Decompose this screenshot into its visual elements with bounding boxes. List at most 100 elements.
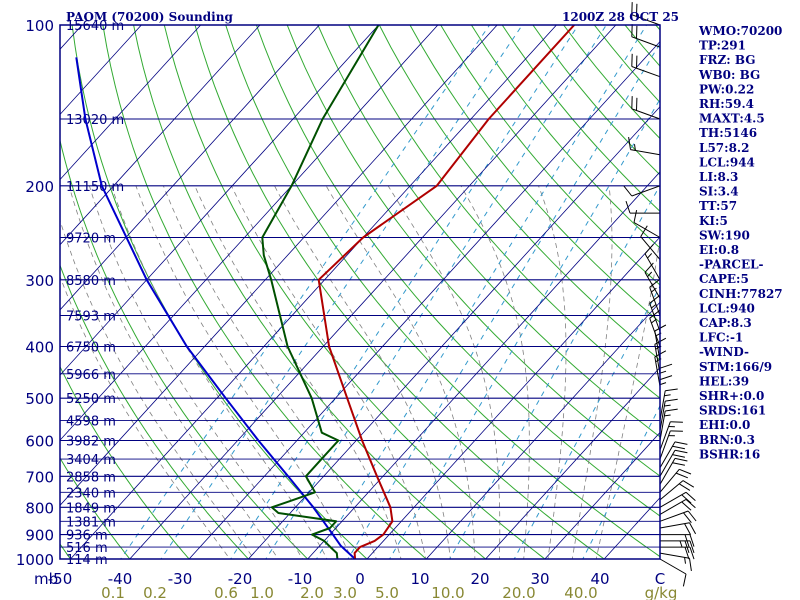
temperature-tick-label: 0: [355, 570, 365, 588]
height-label: 7593 m: [66, 310, 116, 325]
temperature-tick-label: -40: [108, 570, 133, 588]
wind-barb: [660, 546, 695, 560]
wind-barb-flag: [681, 501, 692, 511]
moist-adiabat-line: [163, 185, 377, 559]
dewpoint-trace: [261, 25, 380, 559]
sounding-index: SHR+:0.0: [699, 389, 764, 403]
wind-barb-half-flag: [659, 370, 667, 374]
dry-adiabat-line: [470, 25, 660, 249]
height-label: 4598 m: [66, 414, 116, 429]
wind-barb-flag: [684, 534, 690, 547]
height-label: 5966 m: [66, 368, 116, 383]
mixing-ratio-label: 2.0: [300, 584, 324, 600]
mixing-ratio-unit-label: g/kg: [645, 584, 678, 600]
height-label: 1849 m: [66, 501, 116, 516]
isotherm-line: [307, 171, 660, 559]
wind-barb-shaft: [633, 222, 661, 238]
mixing-ratio-label: 1.0: [250, 584, 274, 600]
wind-barb-flag: [644, 243, 654, 255]
wind-barb-half-flag: [634, 144, 636, 151]
wind-barb-shaft: [659, 421, 671, 451]
wind-barb-shaft: [640, 236, 661, 260]
sounding-index: TT:57: [699, 199, 737, 213]
wind-barb: [640, 225, 661, 260]
height-label: 8580 m: [66, 274, 116, 289]
dry-adiabat-line: [133, 25, 487, 559]
sounding-index: SW:190: [699, 228, 750, 242]
dry-adiabat-line: [378, 25, 660, 361]
parcel-trace: [75, 57, 356, 559]
wind-barb-flag: [672, 445, 685, 450]
dry-adiabat-line: [60, 365, 190, 559]
moist-adiabat-line: [60, 275, 231, 559]
sounding-index: SRDS:161: [699, 404, 766, 418]
wind-barb: [659, 558, 687, 587]
mixing-ratio-line: [265, 25, 607, 559]
wind-barb: [659, 510, 697, 524]
wind-barb: [660, 534, 695, 547]
wind-barb-flag: [633, 209, 638, 223]
sounding-index: EHI:0.0: [699, 418, 750, 432]
height-label: 5250 m: [66, 392, 116, 407]
height-label: 3404 m: [66, 453, 116, 468]
wind-barb-flag: [683, 512, 692, 524]
plot-frame: [59, 24, 661, 560]
sounding-index: L57:8.2: [699, 141, 749, 155]
wind-barb-flag: [678, 483, 691, 491]
height-label: 9720 m: [66, 232, 116, 247]
sounding-index: TP:291: [699, 39, 746, 53]
sounding-index: SI:3.4: [699, 185, 739, 199]
wind-barb-shaft: [644, 272, 661, 299]
wind-barb-flag: [625, 200, 631, 214]
wind-barb-flag: [665, 388, 678, 392]
wind-barb: [631, 53, 661, 78]
isotherm-line: [69, 25, 558, 559]
sounding-index: MAXT:4.5: [699, 112, 765, 126]
sounding-index: CAP:8.3: [699, 316, 752, 330]
sounding-index: -PARCEL-: [699, 258, 764, 272]
wind-barb-shaft: [654, 356, 661, 387]
moist-adiabat-line: [325, 185, 476, 559]
dry-adiabat-line: [409, 25, 660, 323]
chart-time: 1200Z 28 OCT 25: [562, 10, 679, 24]
moist-adiabat-line: [194, 185, 402, 559]
wind-barb-shaft: [659, 480, 684, 501]
sounding-index: EI:0.8: [699, 243, 739, 257]
pressure-tick-label: 1000: [16, 551, 54, 569]
wind-barb-shaft: [659, 558, 687, 575]
sounding-index: LCL:940: [699, 301, 755, 315]
wind-barb: [631, 24, 661, 48]
wind-barb-shaft: [659, 498, 687, 515]
wind-barb-flag: [689, 534, 695, 547]
dry-adiabat-line: [440, 25, 660, 286]
wind-barb-flag: [674, 457, 688, 462]
wind-barb-shaft: [644, 253, 661, 281]
isotherm-line: [485, 366, 660, 559]
temperature-tick-label: -30: [168, 570, 193, 588]
sounding-index: STM:166/9: [699, 360, 772, 374]
wind-barb-flag: [685, 499, 696, 509]
isotherm-line: [60, 25, 261, 246]
isotherm-line: [60, 25, 202, 181]
wind-barb-shaft: [654, 344, 661, 374]
wind-barb-shaft: [630, 149, 661, 156]
mixing-ratio-line: [160, 25, 523, 559]
wind-barb-half-flag: [659, 382, 667, 386]
dry-adiabat-line: [60, 457, 131, 559]
mixing-ratio-label: 0.1: [101, 584, 125, 600]
isotherm-line: [425, 301, 660, 559]
sounding-index: KI:5: [699, 214, 728, 228]
wind-barb: [631, 96, 661, 120]
wind-barb-flag: [665, 408, 678, 412]
wind-barb-half-flag: [664, 414, 671, 417]
moist-adiabat-line: [460, 185, 530, 559]
wind-barb-flag: [687, 510, 697, 522]
moist-adiabat-line: [538, 185, 567, 559]
wind-barb: [659, 375, 673, 410]
wind-barb: [659, 363, 673, 399]
wind-barb-flag: [672, 462, 685, 466]
mixing-ratio-label: 0.6: [214, 584, 238, 600]
dry-adiabat-line: [102, 25, 428, 559]
